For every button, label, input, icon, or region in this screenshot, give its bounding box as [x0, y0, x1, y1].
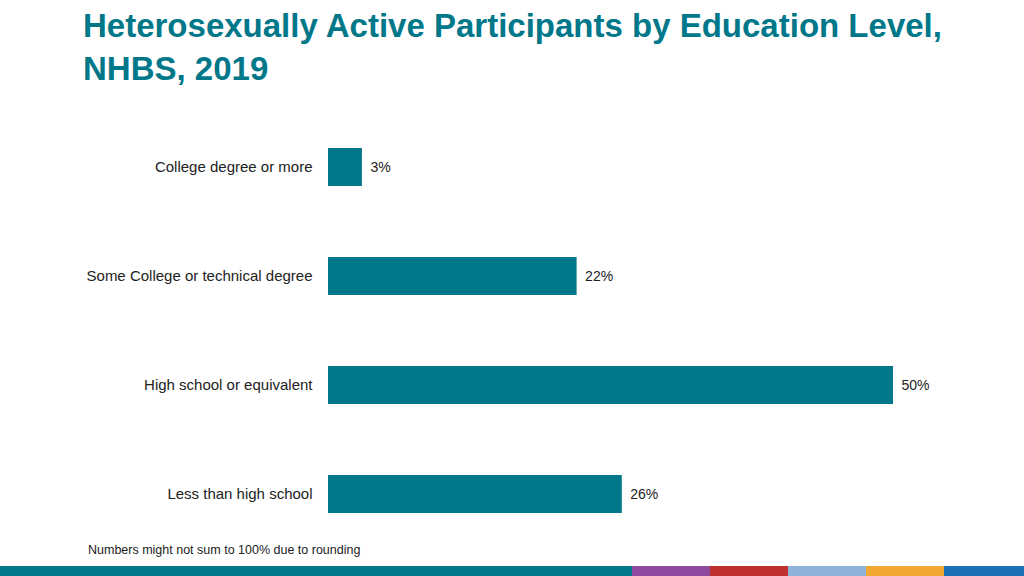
svg-text:Some College or technical degr: Some College or technical degree: [87, 267, 313, 284]
svg-text:Less than high school: Less than high school: [167, 485, 312, 502]
html-text:Heterosexually Active Particip: Heterosexually Active Participants by Ed…: [83, 7, 942, 87]
svg-text:26%: 26%: [630, 486, 658, 502]
svg-text:50%: 50%: [902, 377, 930, 393]
html-text:Numbers might not sum to 100%: Numbers might not sum to 100% due to rou…: [88, 543, 361, 557]
svg-text:22%: 22%: [585, 268, 613, 284]
svg-text:3%: 3%: [370, 159, 390, 175]
svg-text:College degree or more: College degree or more: [155, 158, 313, 175]
svg-text:High school or equivalent: High school or equivalent: [144, 376, 313, 393]
